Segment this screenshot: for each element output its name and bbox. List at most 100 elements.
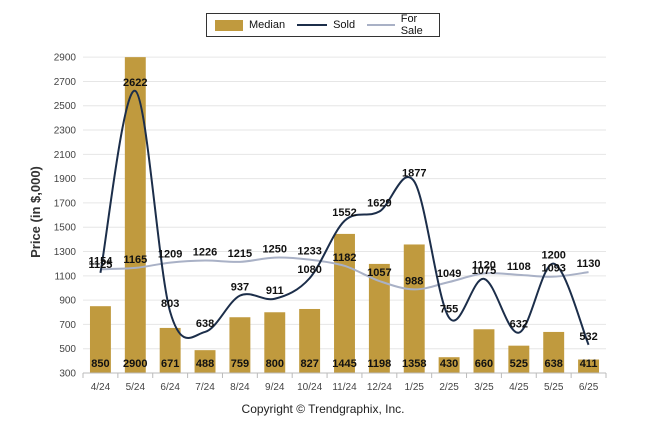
for-sale-value-label: 1182 xyxy=(333,252,357,264)
x-tick-label: 7/24 xyxy=(195,382,215,393)
x-tick-label: 2/25 xyxy=(439,382,459,393)
copyright: Copyright © Trendgraphix, Inc. xyxy=(241,402,405,416)
legend-item-sold[interactable]: Sold xyxy=(297,19,355,31)
x-tick-label: 4/25 xyxy=(509,382,529,393)
median-value-label: 671 xyxy=(161,358,179,370)
median-value-label: 1358 xyxy=(402,358,426,370)
y-tick-label: 2900 xyxy=(54,53,77,64)
sold-value-label: 532 xyxy=(579,331,597,343)
x-tick-label: 12/24 xyxy=(367,382,392,393)
for-sale-value-label: 1233 xyxy=(297,246,321,258)
median-value-label: 759 xyxy=(231,358,249,370)
for-sale-value-label: 1049 xyxy=(437,268,461,280)
median-value-label: 525 xyxy=(510,358,528,370)
median-value-label: 800 xyxy=(266,358,284,370)
median-value-label: 1198 xyxy=(367,358,391,370)
bar-median xyxy=(578,359,600,373)
legend: Median Sold For Sale xyxy=(206,13,440,37)
y-tick-label: 1500 xyxy=(54,223,77,234)
sold-value-label: 911 xyxy=(266,285,284,297)
line-for-sale xyxy=(100,256,589,291)
series-lines xyxy=(99,89,590,346)
bar-median xyxy=(264,312,286,373)
x-tick-label: 6/24 xyxy=(160,382,180,393)
y-tick-label: 1900 xyxy=(54,174,77,185)
y-tick-label: 700 xyxy=(59,320,76,331)
bar-median xyxy=(89,306,111,373)
sold-value-label: 803 xyxy=(161,298,179,310)
legend-item-for-sale[interactable]: For Sale xyxy=(367,13,439,37)
x-tick-label: 9/24 xyxy=(265,382,285,393)
x-tick-label: 3/25 xyxy=(474,382,494,393)
y-tick-label: 2100 xyxy=(54,150,77,161)
for-sale-value-label: 1165 xyxy=(123,254,147,266)
x-tick-label: 5/24 xyxy=(126,382,146,393)
for-sale-value-label: 1120 xyxy=(472,259,496,271)
y-tick-label: 1700 xyxy=(54,198,77,209)
median-value-label: 660 xyxy=(475,358,493,370)
y-tick-label: 1300 xyxy=(54,247,77,258)
legend-label-sold: Sold xyxy=(333,19,356,31)
sold-value-label: 1125 xyxy=(88,259,112,271)
x-tick-label: 11/24 xyxy=(332,382,357,393)
sold-value-label: 638 xyxy=(196,318,214,330)
bar-median xyxy=(299,308,321,373)
sold-value-label: 1080 xyxy=(297,264,321,276)
legend-swatch-sold xyxy=(297,24,328,26)
legend-label-for-sale: For Sale xyxy=(400,13,423,37)
y-tick-label: 300 xyxy=(59,369,76,380)
bar-median xyxy=(403,244,425,373)
sold-value-label: 1629 xyxy=(367,198,391,210)
axes: 300 500 700 900 1100 1300 1500 1700 1900 2100 2300… xyxy=(54,53,607,393)
x-tick-label: 8/24 xyxy=(230,382,250,393)
legend-label-median: Median xyxy=(249,19,286,31)
y-tick-label: 2700 xyxy=(54,77,77,88)
for-sale-value-label: 1215 xyxy=(228,248,252,260)
for-sale-value-label: 1057 xyxy=(367,267,391,279)
median-value-label: 827 xyxy=(300,358,318,370)
y-tick-label: 2500 xyxy=(54,101,77,112)
bar-median xyxy=(543,331,565,373)
for-sale-value-label: 1154 xyxy=(88,255,113,267)
median-value-label: 488 xyxy=(196,358,214,370)
y-tick-label: 1100 xyxy=(54,271,76,282)
y-tick-label: 900 xyxy=(59,296,76,307)
legend-swatch-median xyxy=(215,19,243,31)
for-sale-value-label: 1226 xyxy=(193,247,217,259)
for-sale-value-label: 1108 xyxy=(507,261,531,273)
median-value-label: 1445 xyxy=(332,358,356,370)
legend-swatch-for-sale xyxy=(367,24,395,26)
sold-value-label: 1552 xyxy=(332,207,356,219)
for-sale-value-label: 1209 xyxy=(158,249,182,261)
line-sold xyxy=(99,89,590,346)
sold-value-label: 1877 xyxy=(402,167,426,179)
sold-value-label: 632 xyxy=(510,319,528,331)
sold-value-label: 937 xyxy=(231,282,249,294)
median-bars xyxy=(89,57,600,374)
bar-median xyxy=(194,350,216,373)
median-value-label: 2900 xyxy=(123,358,147,370)
x-tick-label: 10/24 xyxy=(297,382,322,393)
bar-median xyxy=(508,345,530,373)
legend-item-median[interactable]: Median xyxy=(215,19,285,31)
y-axis-label: Price (in $,000) xyxy=(28,166,43,258)
bar-median xyxy=(368,263,390,373)
for-sale-value-label: 1093 xyxy=(541,263,565,275)
median-value-label: 411 xyxy=(580,358,598,370)
y-tick-label: 2300 xyxy=(54,126,77,137)
for-sale-value-label: 1130 xyxy=(577,258,601,270)
median-value-label: 850 xyxy=(91,358,109,370)
bar-median xyxy=(159,327,181,373)
x-tick-label: 6/25 xyxy=(579,382,599,393)
sold-value-label: 2622 xyxy=(123,77,147,89)
median-value-label: 638 xyxy=(545,358,563,370)
bar-median xyxy=(124,57,146,374)
sold-value-label: 1200 xyxy=(541,250,565,262)
sold-value-label: 1075 xyxy=(472,265,496,277)
for-sale-value-label: 988 xyxy=(405,275,423,287)
y-tick-label: 500 xyxy=(59,344,76,355)
bar-median xyxy=(229,317,251,373)
x-tick-label: 5/25 xyxy=(544,382,564,393)
for-sale-value-label: 1250 xyxy=(263,244,287,256)
